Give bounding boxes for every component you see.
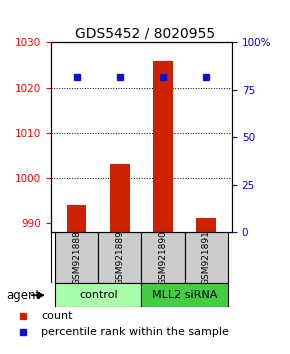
Text: count: count (41, 311, 73, 321)
Text: GSM921891: GSM921891 (202, 230, 211, 285)
Text: GSM921890: GSM921890 (158, 230, 167, 285)
Text: agent: agent (6, 289, 40, 302)
Text: GSM921888: GSM921888 (72, 230, 81, 285)
Bar (142, 283, 228, 307)
Text: control: control (79, 290, 117, 300)
Bar (55, 232, 98, 283)
Bar (67, 205, 86, 232)
Bar (98, 232, 142, 283)
Bar (142, 232, 184, 283)
Text: GDS5452 / 8020955: GDS5452 / 8020955 (75, 27, 215, 41)
Bar (196, 218, 216, 232)
Text: percentile rank within the sample: percentile rank within the sample (41, 327, 229, 337)
Text: GSM921889: GSM921889 (115, 230, 124, 285)
Bar (110, 164, 130, 232)
Bar (153, 61, 173, 232)
Bar (184, 232, 228, 283)
Text: MLL2 siRNA: MLL2 siRNA (152, 290, 217, 300)
Bar (55, 283, 142, 307)
